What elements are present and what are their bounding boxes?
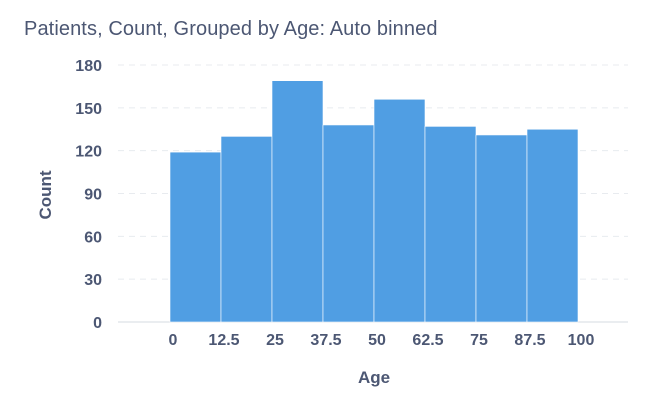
x-tick-label: 37.5 xyxy=(310,332,341,349)
y-tick-label: 120 xyxy=(75,144,102,161)
x-tick-label: 25 xyxy=(266,332,284,349)
y-tick-label: 60 xyxy=(84,229,102,246)
y-tick-label: 0 xyxy=(93,315,102,332)
x-tick-label: 100 xyxy=(568,332,595,349)
histogram-bar[interactable] xyxy=(169,151,222,323)
y-axis-label: Count xyxy=(36,170,55,219)
x-tick-label: 87.5 xyxy=(514,332,545,349)
y-tick-label: 30 xyxy=(84,272,102,289)
histogram-bar[interactable] xyxy=(424,126,477,323)
histogram-bar[interactable] xyxy=(475,134,528,323)
x-axis-label: Age xyxy=(358,368,390,387)
histogram-bar[interactable] xyxy=(220,136,273,323)
chart-title: Patients, Count, Grouped by Age: Auto bi… xyxy=(24,18,438,40)
bars xyxy=(169,80,579,323)
x-tick-label: 75 xyxy=(470,332,488,349)
y-tick-labels: 0 30 60 90 120 150 180 xyxy=(75,58,102,332)
x-tick-label: 12.5 xyxy=(208,332,239,349)
x-tick-label: 50 xyxy=(368,332,386,349)
x-tick-label: 0 xyxy=(169,332,178,349)
histogram-bar[interactable] xyxy=(526,128,579,323)
x-tick-label: 62.5 xyxy=(412,332,443,349)
x-tick-labels: 0 12.5 25 37.5 50 62.5 75 87.5 100 xyxy=(169,332,595,349)
histogram-bar[interactable] xyxy=(373,98,426,323)
histogram-bar[interactable] xyxy=(271,80,324,323)
y-tick-label: 180 xyxy=(75,58,102,75)
y-tick-label: 90 xyxy=(84,187,102,204)
y-tick-label: 150 xyxy=(75,101,102,118)
histogram-bar[interactable] xyxy=(322,124,375,323)
